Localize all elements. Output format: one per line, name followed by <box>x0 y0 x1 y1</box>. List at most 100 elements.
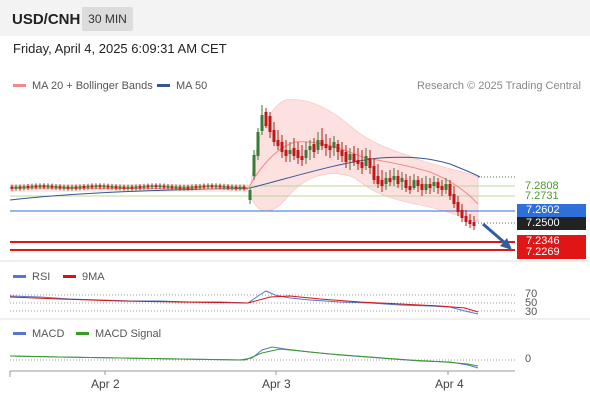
candle-body <box>194 186 198 189</box>
candle-body <box>336 144 340 152</box>
candle-body <box>130 186 134 189</box>
candle-body <box>170 186 174 189</box>
candle-body <box>114 186 118 189</box>
x-axis-label: Apr 3 <box>262 377 291 391</box>
candle-body <box>348 154 352 160</box>
candle-body <box>448 184 452 196</box>
ma20-label: MA 20 + Bollinger Bands <box>32 80 153 92</box>
candle-body <box>214 185 218 188</box>
candle-body <box>256 132 260 156</box>
ma50-line <box>9 156 481 201</box>
candle-body <box>174 186 178 189</box>
candle-body <box>248 190 252 200</box>
candle-body <box>420 184 424 190</box>
candle-body <box>444 184 448 190</box>
macd-signal-swatch <box>76 331 89 335</box>
candle-body <box>452 194 456 204</box>
rsi-swatch <box>13 274 26 278</box>
candle-body <box>26 186 30 189</box>
rsi-9ma-swatch <box>63 274 76 278</box>
candle-body <box>182 186 186 189</box>
timeframe-button[interactable]: 30 MIN <box>82 7 133 31</box>
candle-body <box>18 186 22 189</box>
candle-body <box>296 150 300 158</box>
candle-body <box>234 186 238 189</box>
candle-body <box>260 115 264 131</box>
ma20-swatch <box>13 83 26 87</box>
candle-body <box>134 186 138 189</box>
candle-body <box>238 186 242 189</box>
candle-body <box>384 178 388 184</box>
candle-body <box>178 186 182 189</box>
support-label-2: 7.2269 <box>526 246 560 258</box>
candle-body <box>218 185 222 188</box>
candle-body <box>106 185 110 188</box>
candle-body <box>70 186 74 189</box>
candle-body <box>284 150 288 156</box>
candle-body <box>464 216 468 222</box>
candlesticks <box>10 105 476 230</box>
candle-body <box>86 185 90 188</box>
candle-body <box>372 166 376 180</box>
candle-body <box>428 184 432 188</box>
candle-body <box>264 112 268 126</box>
candle-body <box>226 186 230 189</box>
candle-body <box>74 186 78 189</box>
candle-body <box>122 186 126 189</box>
candle-body <box>340 150 344 156</box>
candle-body <box>62 186 66 189</box>
rsi-9ma-legend-label: 9MA <box>82 271 105 283</box>
candle-body <box>22 186 26 189</box>
candle-body <box>392 176 396 180</box>
rsi-label-50: 50 <box>525 297 538 309</box>
candle-body <box>272 130 276 142</box>
rsi-legend-label: RSI <box>32 271 51 283</box>
legend-ma20: MA 20 + Bollinger Bands <box>13 80 153 92</box>
candle-body <box>388 178 392 182</box>
candle-body <box>400 178 404 182</box>
candle-body <box>102 185 106 188</box>
support-badge: 7.2346 7.2269 <box>517 235 586 259</box>
candle-body <box>14 186 18 189</box>
legend-rsi-9ma: 9MA <box>63 271 105 283</box>
candle-body <box>416 180 420 186</box>
candle-body <box>360 162 364 168</box>
chart-datetime: Friday, April 4, 2025 6:09:31 AM CET <box>13 41 227 56</box>
pivot-price-badge: 7.2500 <box>517 217 586 230</box>
candle-body <box>202 185 206 188</box>
credit-text: Research © 2025 Trading Central <box>416 80 581 92</box>
candle-body <box>328 146 332 150</box>
candle-body <box>344 152 348 162</box>
candle-body <box>280 142 284 152</box>
candle-body <box>456 202 460 212</box>
candle-body <box>158 185 162 188</box>
candle-body <box>432 182 436 186</box>
candle-body <box>162 185 166 188</box>
candle-body <box>352 154 356 162</box>
macd-signal-line <box>9 348 479 367</box>
candle-body <box>300 156 304 160</box>
candle-body <box>142 185 146 188</box>
candle-body <box>30 185 34 188</box>
support-label-1: 7.2346 <box>526 235 560 247</box>
rsi-label-70: 70 <box>525 288 538 300</box>
macd-swatch <box>13 331 26 335</box>
candle-body <box>34 185 38 188</box>
candle-body <box>46 185 50 188</box>
legend-macd: MACD <box>13 328 64 340</box>
candle-body <box>66 186 70 189</box>
candle-body <box>380 180 384 186</box>
candle-body <box>472 222 476 226</box>
symbol-title: USD/CNH <box>12 11 81 28</box>
candle-body <box>90 185 94 188</box>
macd-legend-label: MACD <box>32 328 65 340</box>
legend-macd-signal: MACD Signal <box>76 328 161 340</box>
candle-body <box>58 186 62 189</box>
candle-body <box>468 220 472 224</box>
candle-body <box>50 185 54 188</box>
forecast-arrow-head <box>500 238 512 250</box>
x-axis-label: Apr 2 <box>91 377 120 391</box>
candle-body <box>252 155 256 176</box>
candle-body <box>78 186 82 189</box>
